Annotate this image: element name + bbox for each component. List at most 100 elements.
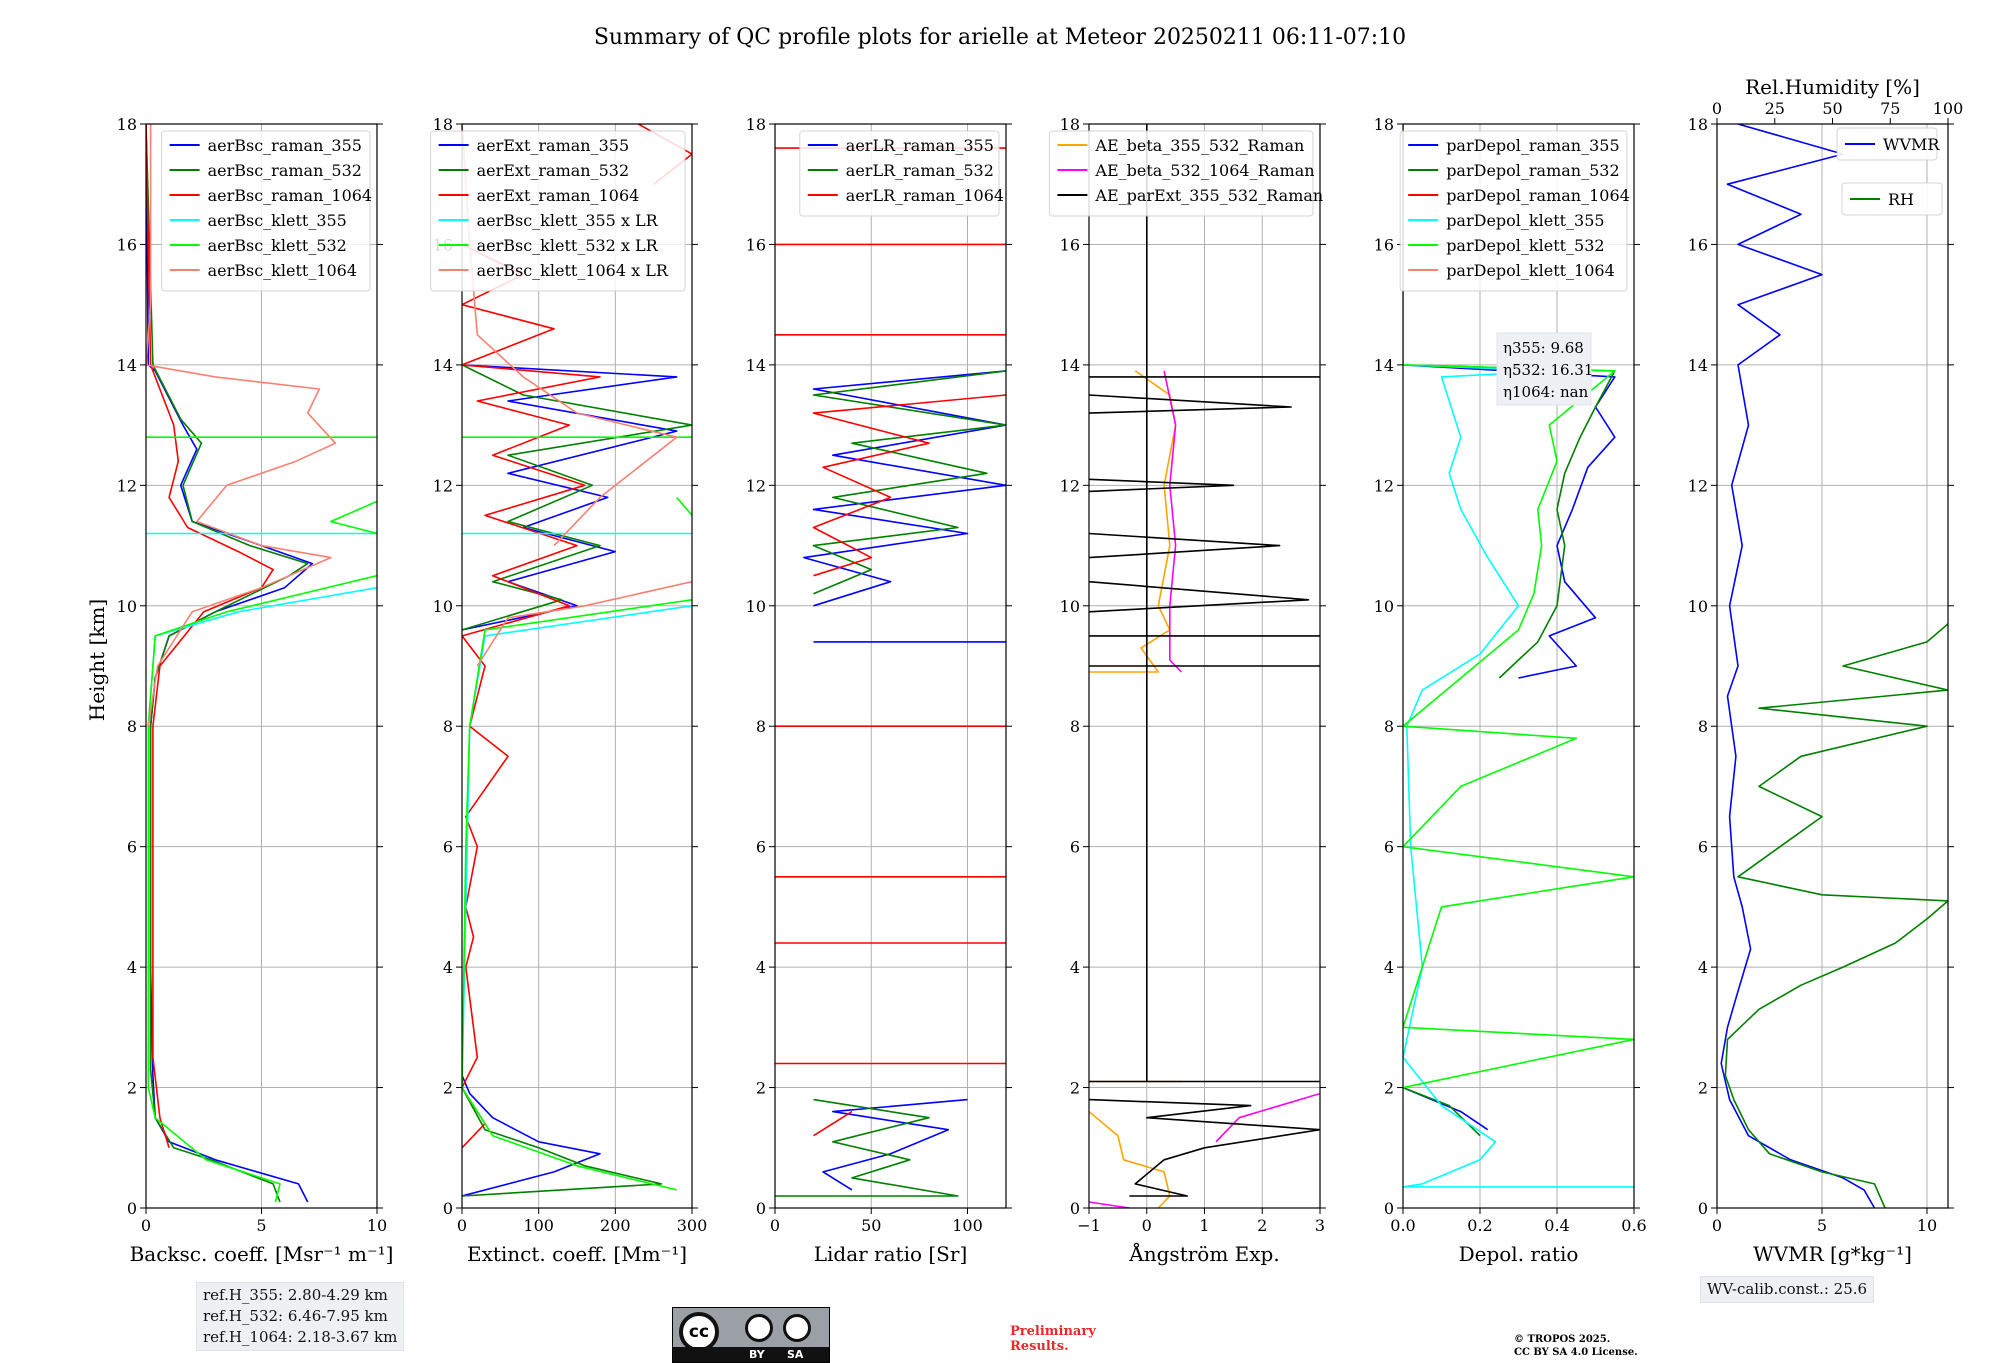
legend-box-5 [1399, 130, 1628, 292]
y-tick-label-1-1: 2 [127, 1079, 137, 1098]
legend-label-5-4: parDepol_klett_532 [1446, 236, 1604, 255]
y-tick-label-2-6: 12 [433, 476, 453, 495]
copyright-line-2: CC BY SA 4.0 License. [1514, 1347, 1638, 1358]
legend-label-1-0: aerBsc_raman_355 [208, 136, 362, 155]
legend-label-2-1: aerExt_raman_532 [477, 161, 630, 180]
y-tick-label-1-5: 10 [117, 597, 137, 616]
y-tick-label-3-8: 16 [746, 235, 766, 254]
x-tick-label-2-3: 300 [677, 1216, 708, 1235]
series-line-aerlr-raman-532 [775, 370, 1006, 1197]
x-axis-label-2: Extinct. coeff. [Mm⁻¹] [467, 1242, 687, 1266]
legend-label-5-1: parDepol_raman_532 [1446, 161, 1619, 180]
y-tick-label-3-6: 12 [746, 476, 766, 495]
x-axis-label-3: Lidar ratio [Sr] [814, 1242, 968, 1266]
cc-by-sa-license-badge: cc BY SA [672, 1307, 830, 1363]
x-tick-label-2-1: 100 [523, 1216, 554, 1235]
y-tick-label-3-2: 4 [756, 958, 766, 977]
legend-label-1-4: aerBsc_klett_532 [208, 236, 347, 255]
y-tick-label-1-8: 16 [117, 235, 137, 254]
x2-tick-label-2: 50 [1822, 99, 1842, 118]
y-tick-label-2-3: 6 [443, 838, 453, 857]
series-line-aerlr-raman-355 [803, 370, 1006, 1191]
sa-label: SA [787, 1348, 804, 1361]
y-tick-label-5-1: 2 [1384, 1079, 1394, 1098]
eta-line-2: η1064: nan [1503, 383, 1589, 401]
preliminary-line-2: Results. [1010, 1339, 1069, 1354]
y-tick-label-3-3: 6 [756, 838, 766, 857]
y-tick-label-6-8: 16 [1688, 235, 1708, 254]
y-tick-label-6-9: 18 [1688, 115, 1708, 134]
y-tick-label-1-6: 12 [117, 476, 137, 495]
y-tick-label-6-4: 8 [1698, 717, 1708, 736]
x-tick-label-3-0: 0 [770, 1216, 780, 1235]
y-tick-label-6-5: 10 [1688, 597, 1708, 616]
legend-box-4 [1048, 130, 1314, 217]
panel-5: 0.0 0.2 0.4 0.6 0 2 4 6 8 10 12 14 16 18 Depol. ratio p… [1374, 115, 1647, 1266]
y-tick-label-2-5: 10 [433, 597, 453, 616]
x-axis-label-4: Ångström Exp. [1128, 1241, 1279, 1266]
x-tick-label-6-0: 0 [1712, 1216, 1722, 1235]
y-tick-label-1-9: 18 [117, 115, 137, 134]
series-line-aerbsc-klett-1064 [146, 124, 337, 727]
preliminary-note: Preliminary Results. [1010, 1324, 1096, 1354]
legend-label-1-1: aerBsc_raman_532 [208, 161, 362, 180]
panel-2: 0100200300024681012141618Extinct. coeff.… [430, 115, 708, 1266]
y-tick-label-4-5: 10 [1060, 597, 1080, 616]
x-tick-label-6-1: 5 [1817, 1216, 1827, 1235]
legend-label-3-2: aerLR_raman_1064 [846, 186, 1004, 205]
cc-icon: cc [679, 1312, 719, 1352]
series-group-6 [1720, 124, 1948, 1208]
ref-height-box: ref.H_355: 2.80-4.29 km ref.H_532: 6.46-… [196, 1282, 405, 1351]
legend-label-4-0: AE_beta_355_532_Raman [1094, 136, 1304, 155]
legend-label-4-1: AE_beta_532_1064_Raman [1094, 161, 1314, 180]
series-line-pardepol-klett-355 [1403, 364, 1634, 1188]
by-label: BY [749, 1348, 765, 1361]
legend-label-4-2: AE_parExt_355_532_Raman [1094, 186, 1323, 205]
x-tick-label-5-3: 0.6 [1621, 1216, 1646, 1235]
y-tick-label-4-0: 0 [1070, 1199, 1080, 1218]
y-tick-label-4-4: 8 [1070, 717, 1080, 736]
series-line-rh [1724, 623, 1948, 1208]
share-alike-icon [783, 1314, 811, 1342]
x-tick-label-3-2: 100 [952, 1216, 983, 1235]
y-tick-label-6-7: 14 [1688, 356, 1708, 375]
y-tick-label-4-8: 16 [1060, 235, 1080, 254]
legend-box-2 [430, 130, 686, 292]
series-line-ae-beta-355-532-raman [1089, 370, 1182, 1208]
x-tick-label-1-2: 10 [367, 1216, 387, 1235]
ref-h-1064: ref.H_1064: 2.18-3.67 km [203, 1328, 398, 1346]
legend-label-1-5: aerBsc_klett_1064 [208, 261, 357, 280]
series-line-ae-beta-532-1064-raman [1089, 370, 1320, 1208]
x-tick-label-1-0: 0 [141, 1216, 151, 1235]
x-tick-label-4-4: 3 [1315, 1216, 1325, 1235]
y-tick-label-3-1: 2 [756, 1079, 766, 1098]
legend-label-1-3: aerBsc_klett_355 [208, 211, 347, 230]
y-tick-label-3-0: 0 [756, 1199, 766, 1218]
y-tick-label-5-2: 4 [1384, 958, 1394, 977]
y-tick-label-2-2: 4 [443, 958, 453, 977]
y-tick-label-1-4: 8 [127, 717, 137, 736]
axes-frame-6 [1716, 123, 1949, 1209]
legend-label-wvmr: WVMR [1883, 135, 1940, 154]
legend-label-2-5: aerBsc_klett_1064 x LR [477, 261, 669, 280]
y-tick-label-2-4: 8 [443, 717, 453, 736]
panel-1: 0 5 10 0 2 4 6 8 10 12 14 16 18 Backsc. coeff. [Msr⁻¹… [117, 115, 394, 1266]
y-tick-label-1-0: 0 [127, 1199, 137, 1218]
y-tick-label-2-0: 0 [443, 1199, 453, 1218]
y-tick-label-2-1: 2 [443, 1079, 453, 1098]
x-tick-label-5-2: 0.4 [1544, 1216, 1569, 1235]
x2-tick-label-4: 100 [1933, 99, 1964, 118]
y-tick-label-3-4: 8 [756, 717, 766, 736]
eta-line-1: η532: 16.31 [1503, 361, 1593, 379]
y-tick-label-5-8: 16 [1374, 235, 1394, 254]
series-line-ae-parext-355-532-raman [1089, 124, 1320, 1197]
x-tick-label-2-2: 200 [600, 1216, 631, 1235]
series-line-wvmr [1720, 124, 1876, 1208]
y-tick-label-1-7: 14 [117, 356, 137, 375]
y-tick-label-5-7: 14 [1374, 356, 1394, 375]
series-line-pardepol-raman-355 [1403, 364, 1616, 1131]
legend-label-2-2: aerExt_raman_1064 [477, 186, 640, 205]
y-tick-label-5-9: 18 [1374, 115, 1394, 134]
